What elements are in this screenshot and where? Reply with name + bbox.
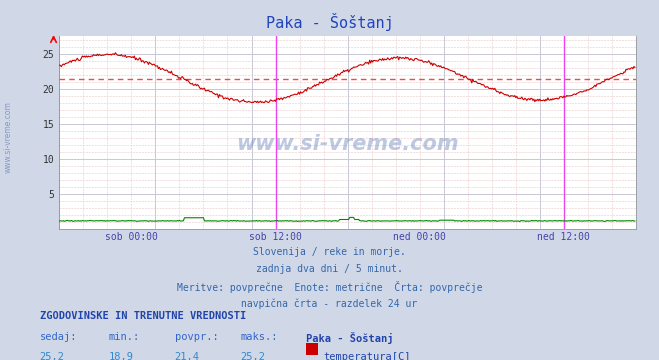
Text: Paka - Šoštanj: Paka - Šoštanj [306, 332, 394, 344]
Text: sob 00:00: sob 00:00 [105, 232, 158, 242]
Text: Meritve: povprečne  Enote: metrične  Črta: povprečje: Meritve: povprečne Enote: metrične Črta:… [177, 281, 482, 293]
Text: ned 12:00: ned 12:00 [538, 232, 590, 242]
Text: povpr.:: povpr.: [175, 332, 218, 342]
Text: zadnja dva dni / 5 minut.: zadnja dva dni / 5 minut. [256, 264, 403, 274]
Text: Slovenija / reke in morje.: Slovenija / reke in morje. [253, 247, 406, 257]
Text: 21,4: 21,4 [175, 352, 200, 360]
Text: sob 12:00: sob 12:00 [249, 232, 302, 242]
Text: Paka - Šoštanj: Paka - Šoštanj [266, 13, 393, 31]
Text: 18,9: 18,9 [109, 352, 134, 360]
Text: navpična črta - razdelek 24 ur: navpična črta - razdelek 24 ur [241, 298, 418, 309]
Text: 25,2: 25,2 [40, 352, 65, 360]
Text: www.si-vreme.com: www.si-vreme.com [3, 101, 13, 173]
Text: min.:: min.: [109, 332, 140, 342]
Text: ned 00:00: ned 00:00 [393, 232, 446, 242]
Text: sedaj:: sedaj: [40, 332, 77, 342]
Text: www.si-vreme.com: www.si-vreme.com [237, 134, 459, 154]
Text: ZGODOVINSKE IN TRENUTNE VREDNOSTI: ZGODOVINSKE IN TRENUTNE VREDNOSTI [40, 311, 246, 321]
Text: temperatura[C]: temperatura[C] [324, 352, 411, 360]
Text: maks.:: maks.: [241, 332, 278, 342]
Text: 25,2: 25,2 [241, 352, 266, 360]
